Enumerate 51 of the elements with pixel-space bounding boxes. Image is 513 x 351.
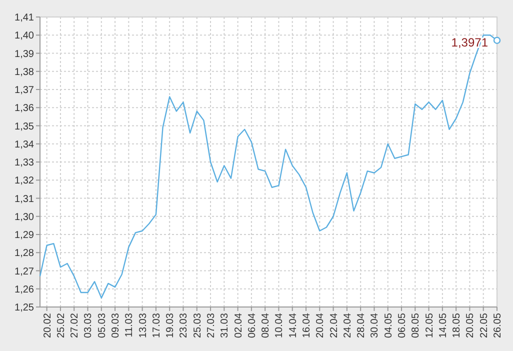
y-tick-label: 1,40 [14, 30, 34, 42]
x-tick-label: 23.03 [178, 312, 190, 338]
x-tick-label: 27.03 [206, 312, 218, 338]
x-tick-label: 14.05 [438, 312, 449, 338]
x-tick-label: 20.04 [315, 312, 326, 338]
x-tick-label: 17.03 [151, 312, 162, 338]
x-tick-label: 27.02 [70, 312, 81, 338]
y-tick-label: 1,27 [14, 266, 34, 278]
x-tick-label: 22.04 [328, 312, 340, 338]
y-tick-label: 1,35 [14, 121, 34, 132]
y-tick-label: 1,33 [14, 158, 34, 168]
x-tick-label: 06.04 [246, 312, 258, 338]
x-tick-label: 18.05 [452, 312, 463, 338]
y-tick-label: 1,37 [14, 85, 34, 96]
x-tick-label: 10.04 [274, 312, 286, 338]
x-tick-label: 30.04 [370, 312, 381, 338]
x-tick-label: 25.03 [192, 312, 204, 338]
x-tick-label: 25.02 [56, 312, 67, 338]
x-tick-label: 13.03 [138, 312, 149, 338]
x-tick-label: 22.05 [478, 312, 490, 338]
x-tick-label: 20.05 [465, 312, 476, 338]
x-tick-label: 24.04 [342, 312, 354, 338]
x-tick-label: 26.05 [492, 312, 504, 338]
x-tick-label: 08.04 [260, 312, 272, 338]
y-tick-label: 1,39 [14, 48, 34, 60]
x-tick-label: 14.04 [288, 312, 299, 338]
y-tick-label: 1,28 [14, 248, 34, 260]
y-tick-label: 1,25 [14, 302, 34, 314]
x-tick-label: 31.03 [220, 312, 231, 338]
x-tick-label: 19.03 [165, 312, 176, 338]
x-tick-label: 08.05 [410, 312, 422, 338]
y-tick-label: 1,36 [14, 103, 34, 114]
y-tick-label: 1,31 [14, 194, 34, 205]
x-tick-label: 09.03 [110, 312, 122, 338]
x-tick-label: 03.03 [83, 312, 94, 338]
y-tick-label: 1,41 [14, 12, 34, 24]
x-tick-label: 12.05 [424, 312, 436, 338]
y-tick-label: 1,38 [14, 66, 34, 78]
x-tick-label: 02.04 [233, 312, 244, 338]
y-tick-label: 1,29 [14, 230, 34, 241]
x-tick-label: 06.05 [397, 312, 408, 338]
y-tick-label: 1,30 [14, 212, 34, 223]
y-tick-label: 1,26 [14, 284, 34, 296]
y-tick-label: 1,34 [14, 139, 34, 150]
x-tick-label: 28.04 [356, 312, 368, 338]
x-tick-label: 11.03 [124, 312, 136, 338]
y-tick-label: 1,32 [14, 176, 34, 187]
x-tick-label: 20.02 [42, 312, 54, 338]
x-tick-label: 05.03 [96, 312, 108, 338]
x-tick-label: 04.05 [383, 312, 394, 338]
x-tick-label: 16.04 [302, 312, 313, 338]
